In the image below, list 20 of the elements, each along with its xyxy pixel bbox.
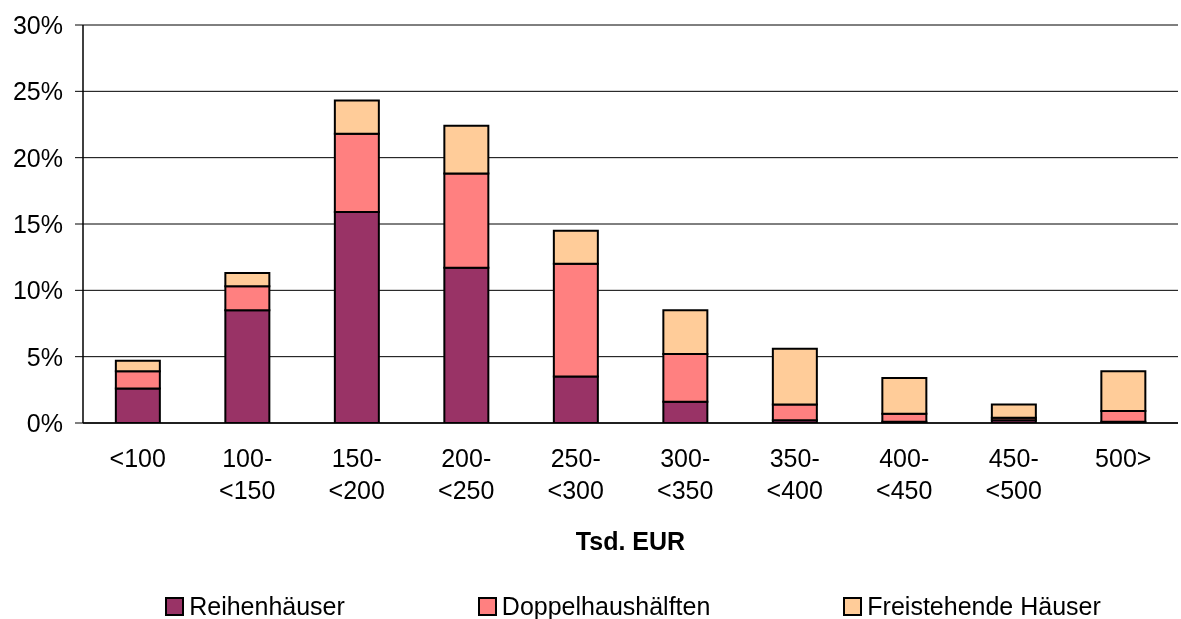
y-tick-label: 15% [12,209,63,238]
y-tick-label: 20% [12,143,63,172]
legend-label: Reihenhäuser [189,592,345,619]
x-tick-label: 150-<200 [328,444,385,504]
x-tick-label: 350-<400 [766,444,823,504]
x-tick-label: 300-<350 [657,444,714,504]
x-tick-label: <100 [109,444,166,472]
x-tick-label: 100-<150 [219,444,276,504]
y-tick-label: 30% [12,10,63,39]
x-tick-label: 200-<250 [438,444,495,504]
y-tick-label: 10% [12,276,63,305]
legend-label: Freistehende Häuser [867,592,1101,619]
y-tick-label: 25% [12,77,63,106]
x-tick-label: 500> [1095,444,1152,472]
x-axis-title: Tsd. EUR [575,527,686,555]
x-tick-label: 400-<450 [876,444,933,504]
y-tick-label: 0% [26,408,63,437]
y-tick-label: 5% [26,342,63,371]
x-tick-label: 450-<500 [985,444,1042,504]
x-tick-label: 250-<300 [547,444,604,504]
